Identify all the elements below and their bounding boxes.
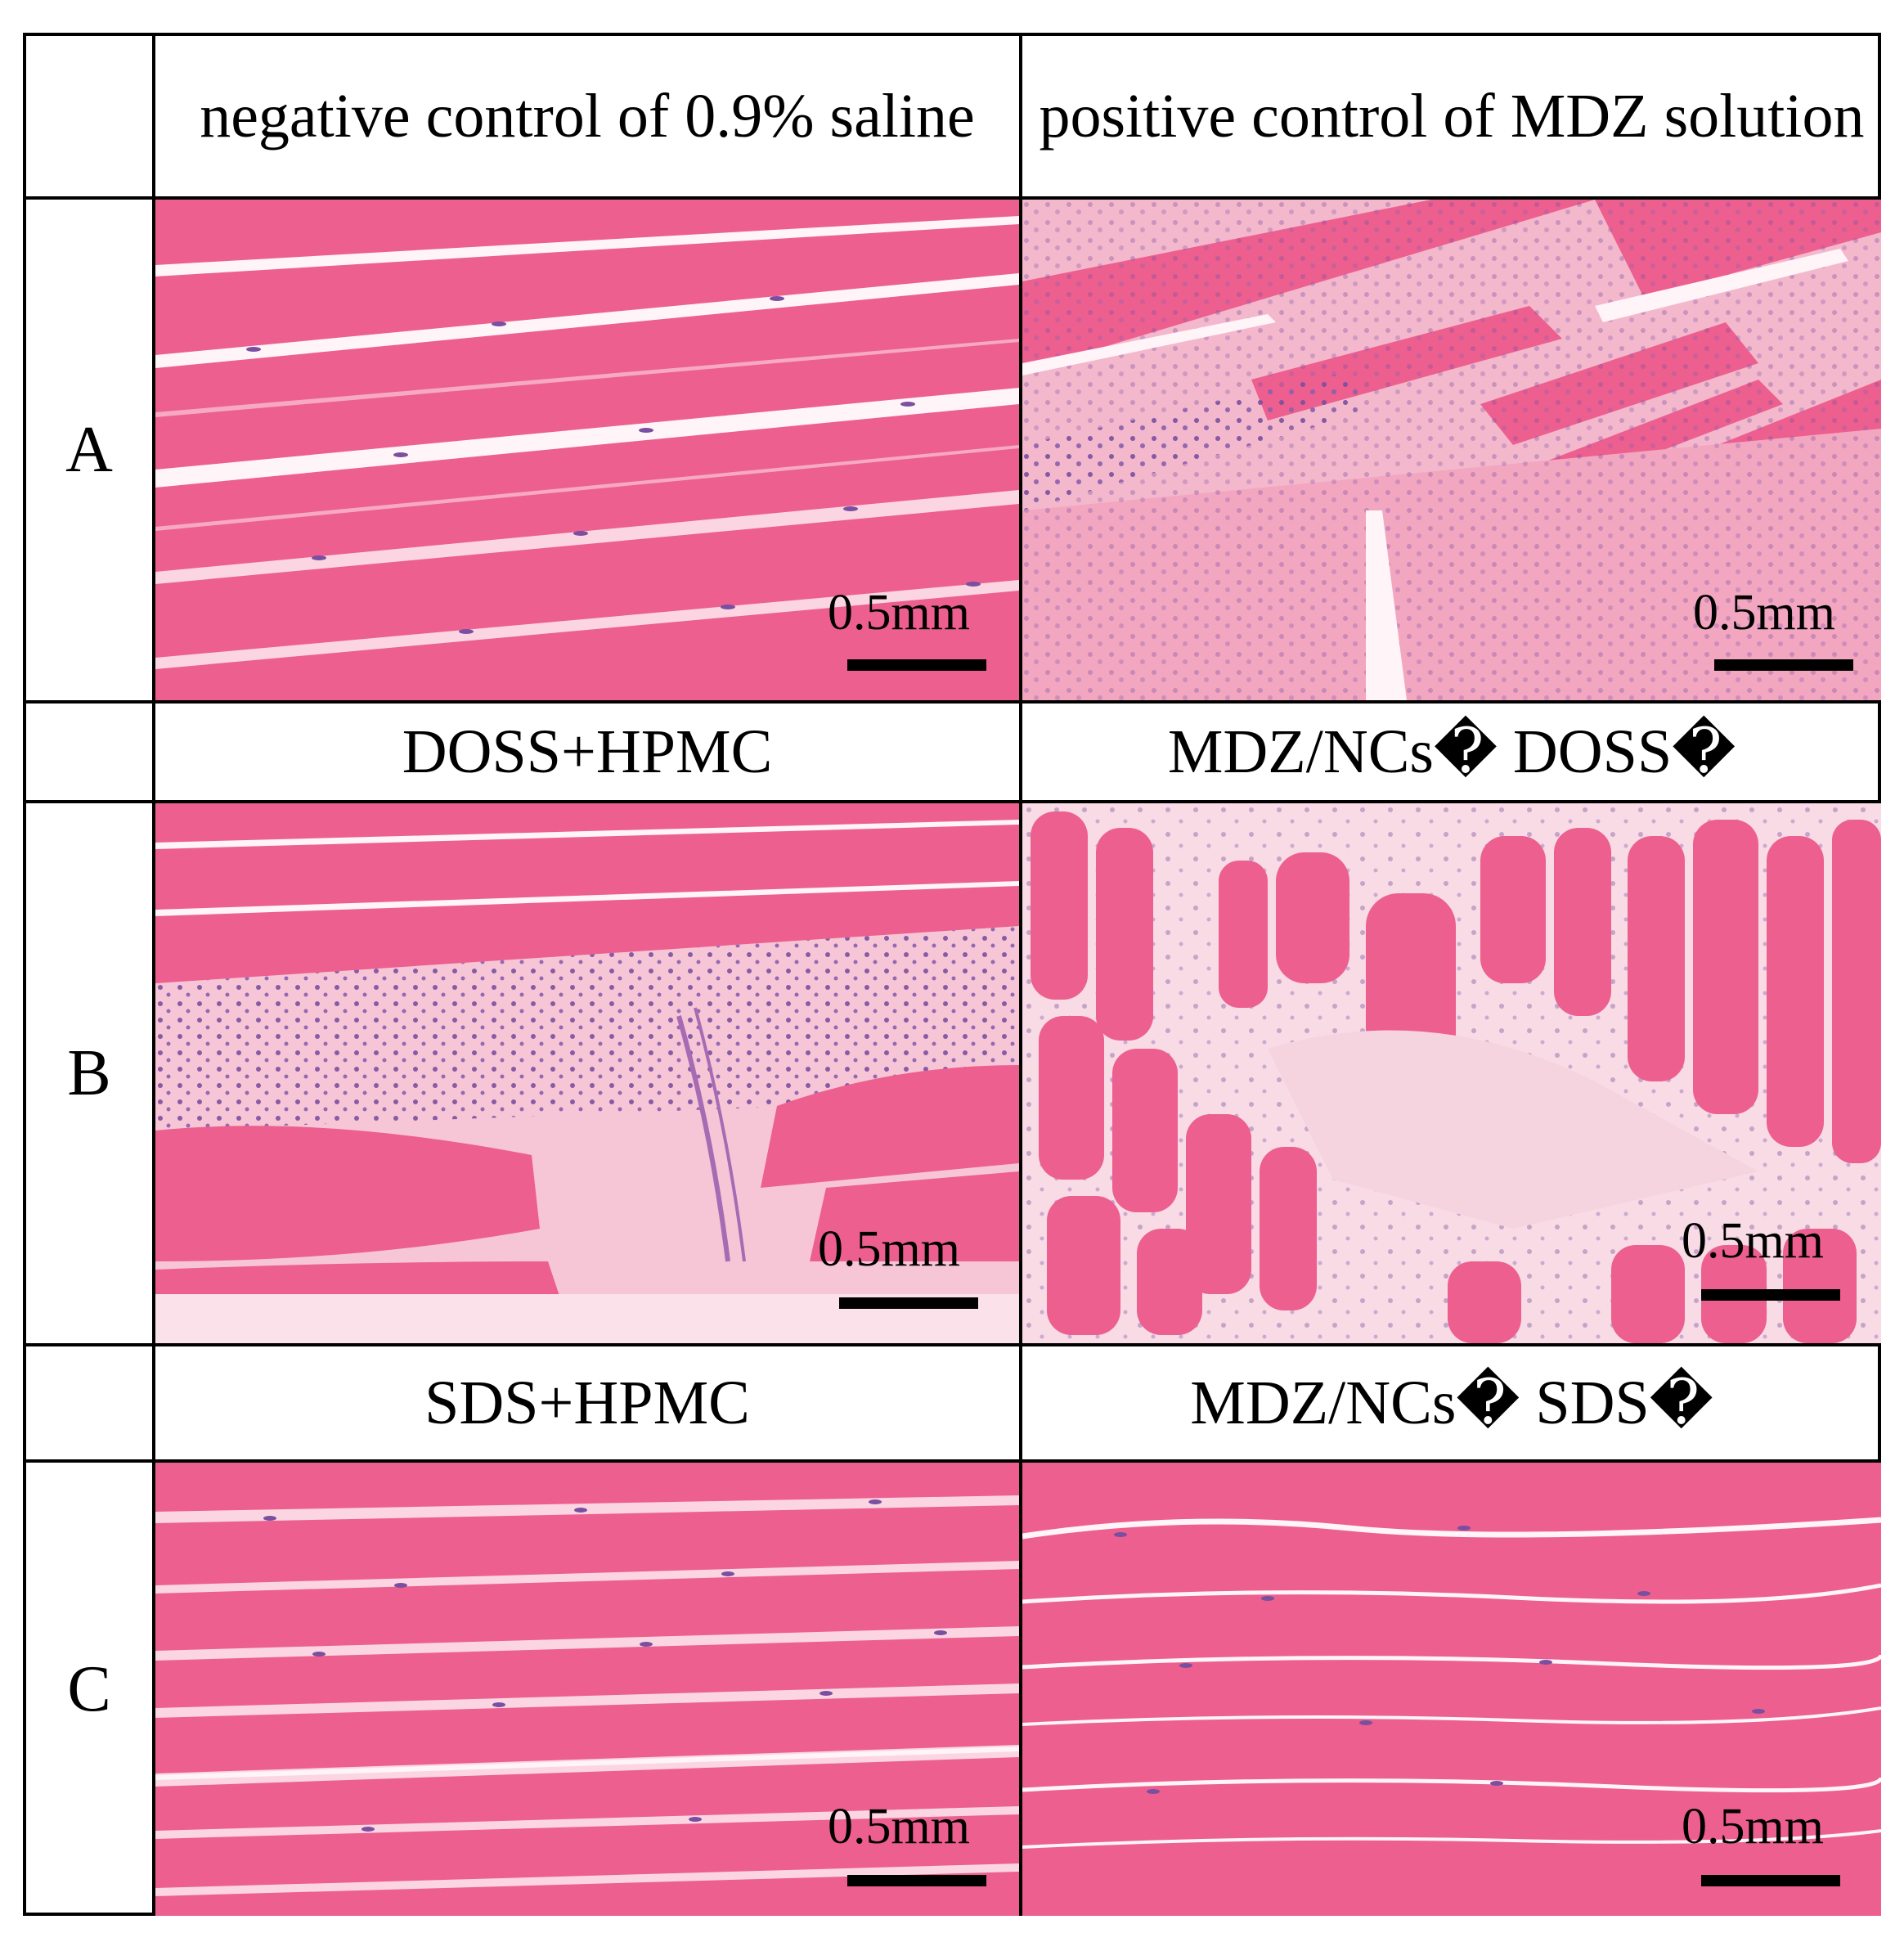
tissue-image	[155, 200, 1019, 700]
grid-line	[26, 800, 1878, 803]
figure-grid: negative control of 0.9% saline positive…	[23, 33, 1881, 1916]
tissue-image	[155, 1463, 1019, 1916]
grid-line	[26, 1343, 1878, 1346]
grid-line	[152, 36, 155, 1913]
header-sds-hpmc: SDS+HPMC	[424, 1369, 750, 1437]
tissue-image	[1022, 1463, 1881, 1916]
scale-bar	[1701, 1875, 1840, 1886]
scale-bar	[847, 659, 986, 671]
header-negative-control: negative control of 0.9% saline	[200, 82, 975, 151]
micrograph-c-mdz-ncs-sds: 0.5mm	[1022, 1463, 1881, 1916]
row-label-b: B	[67, 1036, 111, 1109]
micrograph-a-negative-control: 0.5mm	[155, 200, 1019, 700]
scale-bar	[1714, 659, 1853, 671]
scale-bar	[839, 1297, 978, 1309]
scale-bar-label: 0.5mm	[828, 1799, 970, 1854]
grid-line	[1019, 36, 1022, 1913]
micrograph-a-positive-control: 0.5mm	[1022, 200, 1881, 700]
micrograph-c-sds-hpmc: 0.5mm	[155, 1463, 1019, 1916]
scale-bar-label: 0.5mm	[1682, 1213, 1824, 1269]
tissue-image	[1022, 200, 1881, 700]
grid-line	[26, 196, 1878, 200]
header-mdz-ncs-doss: MDZ/NCs� DOSS�	[1167, 717, 1736, 786]
header-positive-control: positive control of MDZ solution	[1039, 82, 1865, 151]
scale-bar-label: 0.5mm	[818, 1221, 960, 1277]
micrograph-b-doss-hpmc: 0.5mm	[155, 803, 1019, 1343]
scale-bar-label: 0.5mm	[1693, 585, 1835, 641]
micrograph-b-mdz-ncs-doss: 0.5mm	[1022, 803, 1881, 1343]
scale-bar-label: 0.5mm	[1682, 1799, 1824, 1854]
scale-bar-label: 0.5mm	[828, 585, 970, 641]
row-label-c: C	[67, 1652, 111, 1725]
scale-bar	[1701, 1289, 1840, 1301]
grid-line	[26, 700, 1878, 704]
tissue-image	[1022, 803, 1881, 1343]
header-mdz-ncs-sds: MDZ/NCs� SDS�	[1190, 1369, 1713, 1437]
header-doss-hpmc: DOSS+HPMC	[402, 717, 773, 786]
scale-bar	[847, 1875, 986, 1886]
row-label-a: A	[65, 413, 113, 486]
tissue-image	[155, 803, 1019, 1343]
grid-line	[26, 1459, 1878, 1463]
